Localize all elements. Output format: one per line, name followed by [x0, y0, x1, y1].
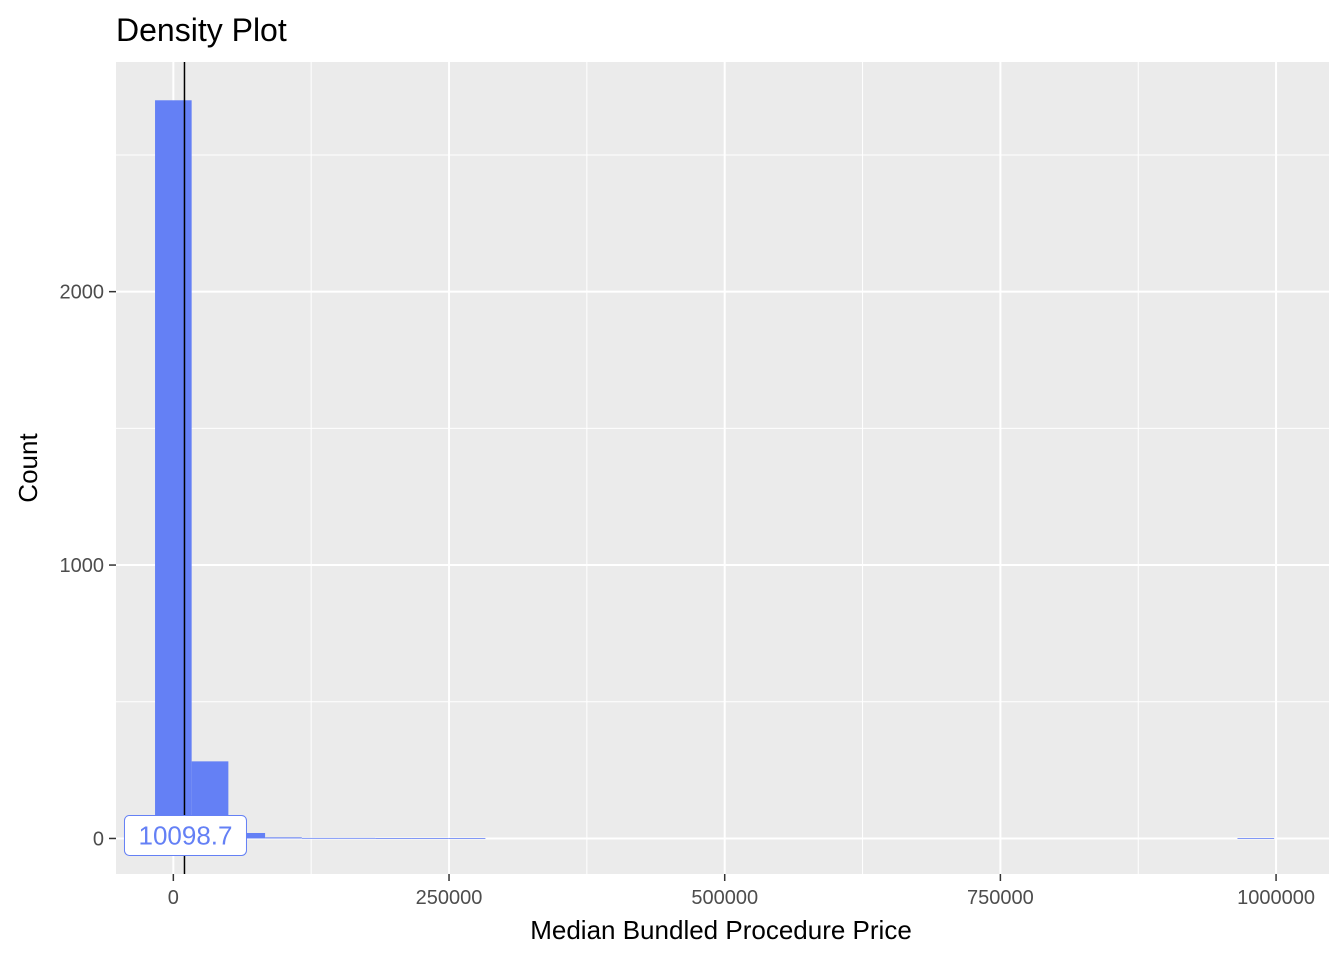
gridlines: [116, 62, 1329, 874]
y-tick-label: 1000: [60, 555, 105, 577]
histogram-bar: [301, 837, 339, 839]
histogram-bars: [155, 100, 1275, 839]
histogram-bar: [375, 838, 412, 839]
x-tick-label: 1000000: [1237, 887, 1315, 909]
histogram-bar: [448, 838, 486, 839]
y-tick-label: 2000: [60, 282, 105, 304]
histogram-bar: [155, 100, 192, 839]
x-tick-label: 500000: [691, 887, 758, 909]
histogram-bar: [1237, 838, 1275, 839]
chart-title: Density Plot: [116, 12, 287, 48]
histogram-bar: [265, 837, 302, 839]
x-tick-label: 750000: [967, 887, 1034, 909]
x-tick-label: 0: [168, 887, 179, 909]
median-label: 10098.7: [138, 820, 232, 850]
y-tick-label: 0: [93, 828, 104, 850]
x-axis-title: Median Bundled Procedure Price: [530, 915, 912, 945]
plot-panel: [116, 62, 1329, 874]
histogram-bar: [338, 837, 376, 839]
median-line: 10098.7: [123, 62, 247, 874]
x-tick-label: 250000: [416, 887, 483, 909]
y-axis-title: Count: [13, 433, 43, 503]
median-label-box: [123, 814, 247, 856]
axes: 0 250000 500000 750000 1000000 0 1000 2000: [60, 282, 1316, 909]
histogram-bar: [411, 838, 449, 839]
